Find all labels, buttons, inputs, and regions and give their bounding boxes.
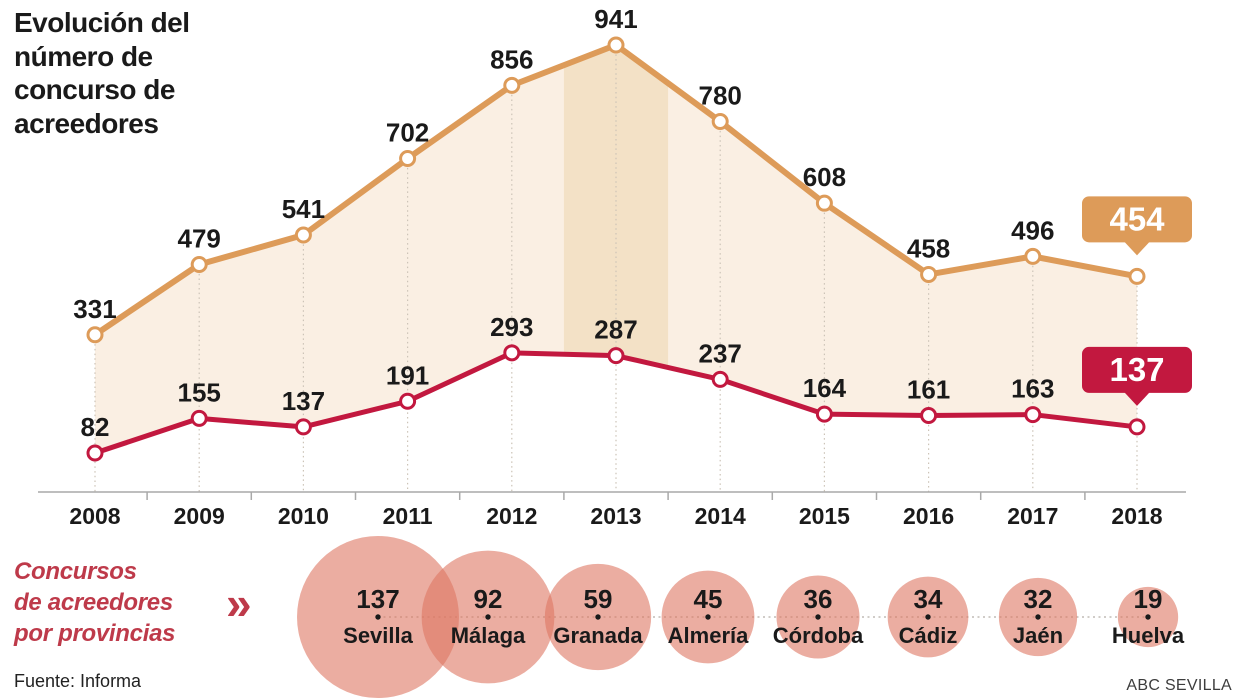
x-tick-label-2015: 2015 <box>799 503 850 529</box>
bubble-center-dot-almeria <box>705 614 711 620</box>
data-point-concursos-linea-inferior-2018 <box>1128 418 1146 436</box>
x-tick-label-2014: 2014 <box>695 503 746 529</box>
x-tick-label-2010: 2010 <box>278 503 329 529</box>
data-point-concursos-linea-inferior-2015 <box>815 405 833 423</box>
final-value-badge-concursos-linea-inferior: 137 <box>1082 346 1192 406</box>
x-tick-label-2016: 2016 <box>903 503 954 529</box>
bubble-value-granada: 59 <box>584 584 613 614</box>
bubble-label-malaga: Málaga <box>451 623 526 648</box>
chart-title: Evolución del número de concurso de acre… <box>14 7 190 139</box>
value-label-concursos-linea-inferior-2009: 155 <box>178 377 221 407</box>
data-point-concursos-linea-superior-2008 <box>86 326 104 344</box>
bubble-value-cordoba: 36 <box>804 584 833 614</box>
badge-value: 137 <box>1109 351 1164 388</box>
data-point-concursos-linea-superior-2015 <box>815 194 833 212</box>
x-tick-label-2009: 2009 <box>174 503 225 529</box>
source-credit: Fuente: Informa <box>14 671 142 691</box>
data-point-concursos-linea-superior-2012 <box>503 76 521 94</box>
value-label-concursos-linea-superior-2014: 780 <box>699 80 742 110</box>
bubble-label-almeria: Almería <box>668 623 749 648</box>
x-tick-label-2011: 2011 <box>383 503 433 529</box>
publisher-credit: ABC SEVILLA <box>1126 677 1232 694</box>
bubble-center-dot-malaga <box>485 614 491 620</box>
data-point-concursos-linea-inferior-2013 <box>607 347 625 365</box>
bubble-value-cadiz: 34 <box>914 584 943 614</box>
badge-pointer <box>1124 391 1150 406</box>
data-point-concursos-linea-inferior-2012 <box>503 344 521 362</box>
value-label-concursos-linea-superior-2015: 608 <box>803 162 846 192</box>
bubble-label-sevilla: Sevilla <box>343 623 413 648</box>
value-label-concursos-linea-inferior-2014: 237 <box>699 338 742 368</box>
data-point-concursos-linea-inferior-2011 <box>399 392 417 410</box>
bubble-value-malaga: 92 <box>474 584 503 614</box>
data-point-concursos-linea-inferior-2009 <box>190 409 208 427</box>
data-point-concursos-linea-superior-2011 <box>399 150 417 168</box>
provinces-bubble-chart: 137 Sevilla 92 Málaga 59 Granada 45 Almería 36 Có… <box>297 536 1185 698</box>
value-label-concursos-linea-inferior-2011: 191 <box>386 360 429 390</box>
data-point-concursos-linea-superior-2017 <box>1024 247 1042 265</box>
data-point-concursos-linea-superior-2009 <box>190 255 208 273</box>
bubble-label-granada: Granada <box>553 623 643 648</box>
bubble-label-jaen: Jaén <box>1013 623 1063 648</box>
value-label-concursos-linea-superior-2008: 331 <box>73 294 116 324</box>
value-label-concursos-linea-inferior-2015: 164 <box>803 373 847 403</box>
value-label-concursos-linea-superior-2011: 702 <box>386 118 429 148</box>
value-label-concursos-linea-inferior-2012: 293 <box>490 312 533 342</box>
data-point-concursos-linea-superior-2010 <box>294 226 312 244</box>
data-point-concursos-linea-superior-2014 <box>711 112 729 130</box>
x-tick-label-2013: 2013 <box>590 503 641 529</box>
badge-pointer <box>1124 241 1150 256</box>
value-label-concursos-linea-superior-2009: 479 <box>178 223 221 253</box>
bubble-value-huelva: 19 <box>1134 584 1163 614</box>
bubble-center-dot-cadiz <box>925 614 931 620</box>
x-tick-label-2018: 2018 <box>1111 503 1162 529</box>
value-label-concursos-linea-inferior-2010: 137 <box>282 386 325 416</box>
data-point-concursos-linea-inferior-2016 <box>920 407 938 425</box>
x-tick-label-2012: 2012 <box>486 503 537 529</box>
value-label-concursos-linea-superior-2017: 496 <box>1011 215 1054 245</box>
value-label-concursos-linea-superior-2016: 458 <box>907 233 950 263</box>
provinces-section-title: Concursos de acreedores por provincias <box>14 558 176 648</box>
data-point-concursos-linea-superior-2018 <box>1128 267 1146 285</box>
badge-value: 454 <box>1109 200 1165 237</box>
data-point-concursos-linea-inferior-2010 <box>294 418 312 436</box>
value-label-concursos-linea-superior-2012: 856 <box>490 44 533 74</box>
highlight-band-2013 <box>563 45 669 454</box>
double-chevron-icon: » <box>226 577 252 629</box>
bubble-value-sevilla: 137 <box>356 584 399 614</box>
bubble-label-cadiz: Cádiz <box>899 623 958 648</box>
bubble-center-dot-sevilla <box>375 614 381 620</box>
value-label-concursos-linea-inferior-2017: 163 <box>1011 374 1054 404</box>
bubble-center-dot-cordoba <box>815 614 821 620</box>
value-label-concursos-linea-superior-2013: 941 <box>594 4 637 34</box>
value-label-concursos-linea-inferior-2016: 161 <box>907 375 950 405</box>
data-point-concursos-linea-superior-2013 <box>607 36 625 54</box>
badge-box <box>1082 346 1192 393</box>
final-value-badge-concursos-linea-superior: 454 <box>1082 196 1192 256</box>
bubble-label-cordoba: Córdoba <box>773 623 864 648</box>
x-tick-label-2008: 2008 <box>69 503 120 529</box>
badge-box <box>1082 196 1192 243</box>
data-point-concursos-linea-superior-2016 <box>920 265 938 283</box>
data-point-concursos-linea-inferior-2017 <box>1024 406 1042 424</box>
data-point-concursos-linea-inferior-2014 <box>711 370 729 388</box>
bubble-center-dot-jaen <box>1035 614 1041 620</box>
evolution-line-chart: 2008 2009 2010 2011 2012 2013 2014 2015 2016 2017… <box>38 4 1192 529</box>
bubble-center-dot-huelva <box>1145 614 1151 620</box>
value-label-concursos-linea-inferior-2008: 82 <box>81 412 110 442</box>
x-tick-label-2017: 2017 <box>1007 503 1058 529</box>
value-label-concursos-linea-inferior-2013: 287 <box>594 315 637 345</box>
bubble-value-almeria: 45 <box>694 584 723 614</box>
data-point-concursos-linea-inferior-2008 <box>86 444 104 462</box>
bubble-value-jaen: 32 <box>1024 584 1053 614</box>
value-label-concursos-linea-superior-2010: 541 <box>282 194 325 224</box>
bubble-center-dot-granada <box>595 614 601 620</box>
bubble-label-huelva: Huelva <box>1112 623 1185 648</box>
